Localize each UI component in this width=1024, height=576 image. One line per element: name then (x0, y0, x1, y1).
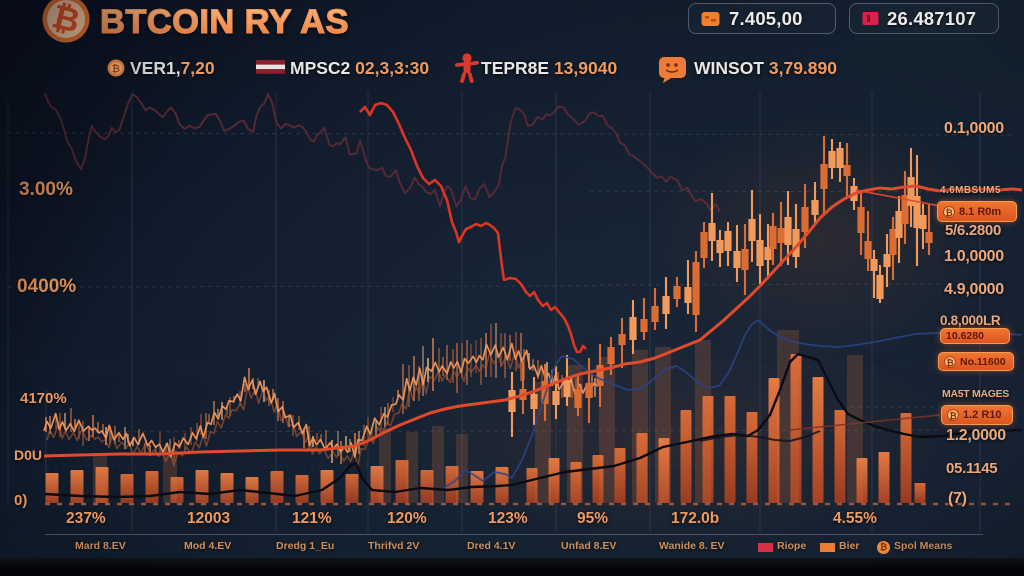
svg-text:₿: ₿ (112, 63, 120, 75)
